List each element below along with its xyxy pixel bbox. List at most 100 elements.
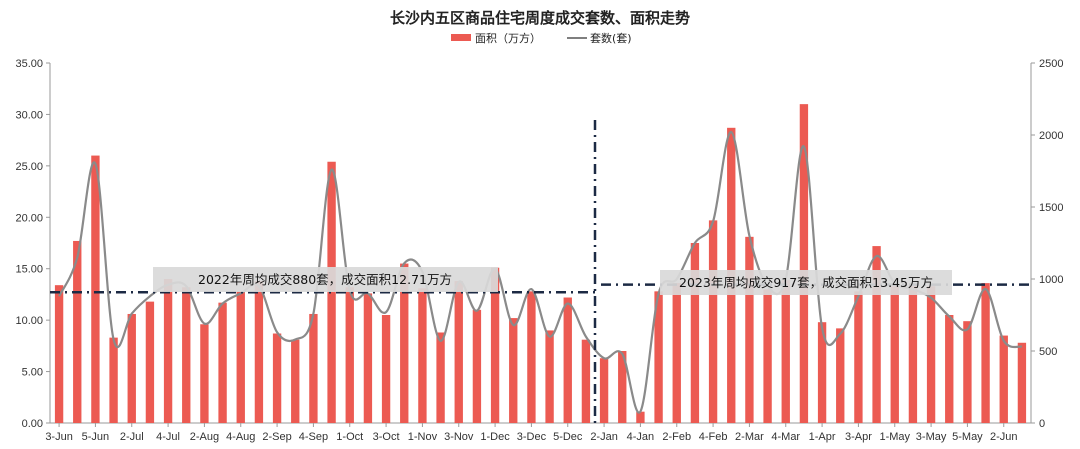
bar bbox=[91, 155, 100, 424]
x-tick-label: 3-Apr bbox=[845, 431, 872, 443]
bar bbox=[690, 243, 700, 423]
x-tick-label: 2-Jun bbox=[990, 431, 1018, 443]
axes: 0.00 5.00 10.00 15.00 20.00 25.00 30.00 35.00 0 5… bbox=[15, 58, 1063, 443]
bar bbox=[672, 283, 681, 423]
x-tick-label: 2-Jul bbox=[120, 431, 144, 443]
annotation-text-2023: 2023年周均成交917套，成交面积13.45万方 bbox=[679, 275, 933, 290]
x-tick-label: 2-Aug bbox=[190, 431, 219, 443]
x-tick-label: 3-Dec bbox=[517, 431, 547, 443]
bar bbox=[309, 313, 318, 423]
bar bbox=[836, 328, 845, 423]
y-left-tick-label: 15.00 bbox=[15, 264, 43, 276]
legend-line-label: 套数(套) bbox=[590, 32, 632, 45]
bar bbox=[400, 263, 409, 423]
bar bbox=[890, 286, 899, 423]
bar bbox=[490, 267, 500, 423]
line-series bbox=[58, 130, 1023, 414]
bar bbox=[1017, 342, 1027, 423]
bar bbox=[926, 286, 936, 423]
annotation-box-2023 bbox=[660, 270, 952, 295]
bar bbox=[654, 291, 663, 423]
bar bbox=[109, 337, 118, 423]
bar bbox=[799, 104, 809, 424]
bar bbox=[963, 321, 972, 423]
bar bbox=[817, 322, 827, 423]
annotation-text-2022: 2022年周均成交880套，成交面积12.71万方 bbox=[198, 272, 452, 287]
x-tick-label: 3-May bbox=[916, 431, 947, 443]
x-tick-label: 1-May bbox=[879, 431, 910, 443]
bar-series bbox=[54, 104, 1027, 424]
x-tick-label: 3-Jun bbox=[45, 431, 73, 443]
x-tick-label: 3-Oct bbox=[373, 431, 400, 443]
annotation-box-2022 bbox=[153, 267, 498, 292]
bar bbox=[781, 280, 790, 423]
x-tick-label: 3-Nov bbox=[444, 431, 474, 443]
bar bbox=[509, 318, 518, 423]
y-left-tick-label: 20.00 bbox=[15, 212, 43, 224]
y-right-tick-label: 2500 bbox=[1039, 58, 1063, 70]
legend: 面积（万方） 套数(套) bbox=[451, 31, 632, 45]
y-left-tick-label: 5.00 bbox=[22, 367, 43, 379]
legend-bar-label: 面积（万方） bbox=[475, 31, 541, 45]
y-right-tick-label: 1500 bbox=[1039, 202, 1063, 214]
x-tick-label: 5-May bbox=[952, 431, 983, 443]
bar bbox=[454, 281, 463, 423]
x-tick-label: 1-Dec bbox=[480, 431, 510, 443]
bar bbox=[327, 161, 336, 423]
bar bbox=[163, 279, 173, 423]
bar bbox=[291, 339, 300, 423]
bar bbox=[218, 302, 227, 423]
y-right-tick-label: 1000 bbox=[1039, 274, 1063, 286]
bar bbox=[854, 291, 863, 423]
bar bbox=[182, 287, 191, 423]
x-tick-label: 1-Apr bbox=[809, 431, 836, 443]
bar bbox=[945, 315, 954, 423]
y-left-tick-label: 30.00 bbox=[15, 109, 43, 121]
bar bbox=[254, 281, 264, 423]
x-tick-label: 4-Jan bbox=[627, 431, 655, 443]
bar bbox=[436, 332, 445, 423]
bar bbox=[618, 351, 627, 423]
annotations: 2022年周均成交880套，成交面积12.71万方 2023年周均成交917套，成… bbox=[50, 120, 1031, 423]
bar bbox=[872, 246, 881, 423]
x-tick-label: 1-Nov bbox=[408, 431, 438, 443]
units-line bbox=[58, 130, 1023, 414]
x-tick-label: 2-Sep bbox=[262, 431, 291, 443]
bar bbox=[763, 289, 772, 423]
bar bbox=[272, 333, 282, 423]
x-tick-label: 4-Feb bbox=[699, 431, 728, 443]
bar bbox=[54, 285, 64, 423]
bar bbox=[345, 287, 354, 423]
bar bbox=[599, 358, 609, 423]
y-right-tick-label: 0 bbox=[1039, 418, 1045, 430]
y-left-tick-label: 35.00 bbox=[15, 58, 43, 70]
y-left-tick-label: 10.00 bbox=[15, 315, 43, 327]
bar bbox=[745, 236, 754, 423]
bar bbox=[981, 283, 990, 423]
bar bbox=[563, 297, 572, 423]
x-tick-label: 4-Sep bbox=[299, 431, 328, 443]
x-tick-label: 2-Mar bbox=[735, 431, 764, 443]
bar bbox=[381, 315, 391, 423]
x-tick-label: 1-Oct bbox=[336, 431, 363, 443]
chart-title: 长沙内五区商品住宅周度成交套数、面积走势 bbox=[390, 9, 690, 27]
x-tick-label: 5-Dec bbox=[553, 431, 583, 443]
y-left-tick-label: 0.00 bbox=[22, 418, 43, 430]
bar bbox=[545, 330, 554, 423]
bar bbox=[145, 301, 155, 423]
bar bbox=[581, 339, 591, 423]
bar bbox=[472, 309, 482, 423]
x-tick-label: 5-Jun bbox=[82, 431, 110, 443]
x-tick-label: 4-Mar bbox=[771, 431, 800, 443]
bar bbox=[200, 324, 209, 423]
y-right-tick-label: 2000 bbox=[1039, 130, 1063, 142]
x-tick-label: 2-Feb bbox=[662, 431, 691, 443]
bar bbox=[127, 313, 136, 423]
bar bbox=[527, 291, 536, 423]
bar bbox=[363, 293, 373, 423]
bar bbox=[73, 240, 82, 423]
bar bbox=[236, 291, 245, 423]
x-tick-label: 4-Jul bbox=[156, 431, 180, 443]
